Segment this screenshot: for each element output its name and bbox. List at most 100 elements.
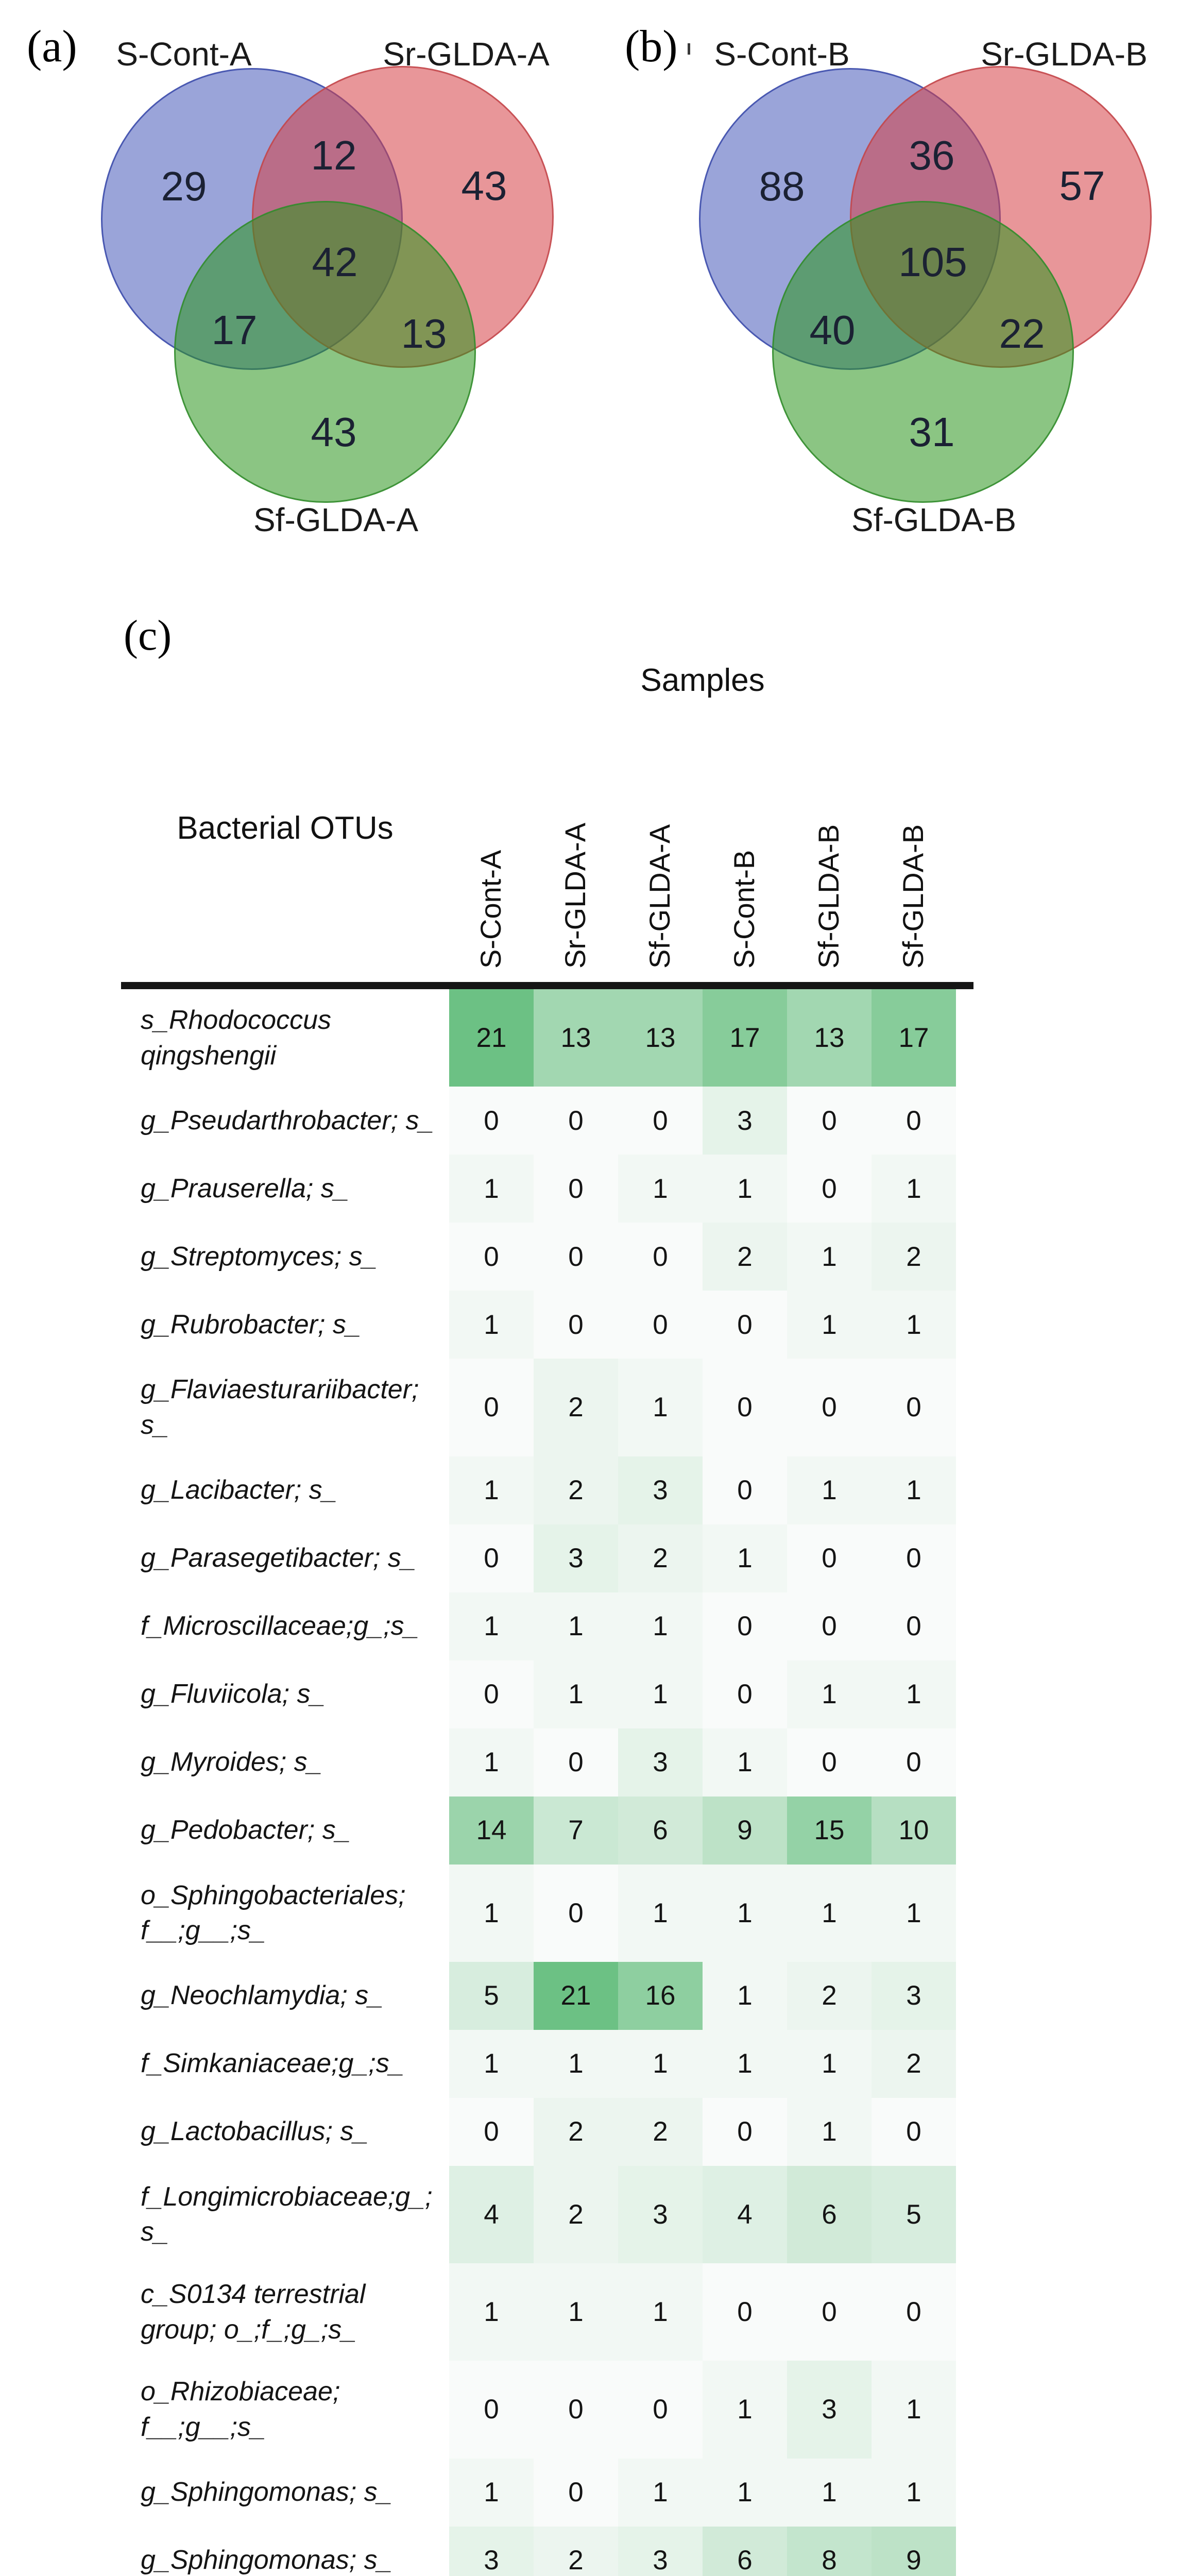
heatmap-cell: 0 <box>449 2097 534 2166</box>
heatmap-cell: 0 <box>534 1728 618 1797</box>
venn-b-count-blue-only: 88 <box>759 163 805 209</box>
venn-b-count-blue-green: 40 <box>809 307 856 353</box>
heatmap-cell: 17 <box>872 989 956 1087</box>
heatmap-cell: 0 <box>449 1524 534 1592</box>
heatmap-cell: 0 <box>534 2361 618 2459</box>
heatmap-cell: 1 <box>872 1155 956 1223</box>
heatmap-cell: 0 <box>703 1359 787 1456</box>
heatmap-cell: 0 <box>872 2097 956 2166</box>
heatmap-cell: 0 <box>703 1291 787 1359</box>
row-label: o_Sphingobacteriales; f__;g__;s_ <box>121 1864 449 1962</box>
heatmap-cell: 1 <box>449 1728 534 1797</box>
heatmap-cell: 1 <box>787 1456 872 1524</box>
heatmap-cell: 1 <box>449 1592 534 1660</box>
heatmap-cell: 0 <box>787 1087 872 1155</box>
column-header: S-Cont-A <box>474 850 507 969</box>
heatmap-cell: 1 <box>787 1864 872 1962</box>
row-label: g_Sphingomonas; s_ <box>121 2526 449 2576</box>
heatmap-cell: 1 <box>787 2097 872 2166</box>
heatmap-cell: 0 <box>872 1592 956 1660</box>
row-label: g_Fluviicola; s_ <box>121 1660 449 1728</box>
heatmap-cell: 0 <box>787 1359 872 1456</box>
venn-b-set-label-blue: S-Cont-B <box>714 36 850 73</box>
column-header: S-Cont-B <box>728 850 760 969</box>
venn-a-set-label-blue: S-Cont-A <box>116 36 252 73</box>
heatmap-cell: 0 <box>534 2458 618 2527</box>
heatmap-cell: 1 <box>872 1456 956 1524</box>
heatmap-cell: 3 <box>618 1456 703 1524</box>
heatmap-cell: 0 <box>872 2263 956 2361</box>
heatmap-cell: 2 <box>534 2097 618 2166</box>
row-label: g_Parasegetibacter; s_ <box>121 1524 449 1592</box>
heatmap-cell: 3 <box>787 2361 872 2459</box>
heatmap-cell: 1 <box>534 1660 618 1728</box>
venn-panel-a: (a) S-Cont-A Sr-GLDA-A 29 12 43 42 17 13… <box>0 0 598 598</box>
heatmap-cell: 2 <box>872 1223 956 1291</box>
heatmap-cell: 8 <box>787 2526 872 2576</box>
heatmap-cell: 1 <box>618 2458 703 2527</box>
row-label: c_S0134 terrestrial group; o_;f_;g_;s_ <box>121 2263 449 2361</box>
heatmap-cell: 0 <box>787 1728 872 1797</box>
heatmap-cell: 1 <box>703 1864 787 1962</box>
heatmap-cell: 1 <box>618 2029 703 2098</box>
heatmap-cell: 0 <box>872 1087 956 1155</box>
row-axis-header: Bacterial OTUs <box>177 810 394 846</box>
heatmap-cell: 1 <box>787 2458 872 2527</box>
heatmap-cell: 1 <box>703 1524 787 1592</box>
column-header: Sr-GLDA-A <box>559 822 591 969</box>
heatmap-cell: 0 <box>703 1660 787 1728</box>
heatmap-cell: 0 <box>449 2361 534 2459</box>
heatmap-cell: 0 <box>618 2361 703 2459</box>
venn-a-count-blue-only: 29 <box>161 163 207 209</box>
heatmap-cell: 0 <box>534 1223 618 1291</box>
venn-b-set-label-green: Sf-GLDA-B <box>851 501 1017 538</box>
heatmap-cell: 0 <box>787 1155 872 1223</box>
heatmap-cell: 1 <box>618 2263 703 2361</box>
heatmap-cell: 2 <box>534 1456 618 1524</box>
heatmap-title: Samples <box>640 663 765 698</box>
heatmap-cell: 2 <box>872 2029 956 2098</box>
heatmap-cell: 1 <box>787 1660 872 1728</box>
heatmap-cell: 0 <box>534 1155 618 1223</box>
heatmap-cell: 1 <box>449 2263 534 2361</box>
venn-a-circle-green <box>174 201 476 503</box>
heatmap-cell: 1 <box>703 1961 787 2030</box>
heatmap-cell: 7 <box>534 1796 618 1865</box>
heatmap-cell: 1 <box>618 1660 703 1728</box>
row-label: g_Prauserella; s_ <box>121 1155 449 1223</box>
panel-a-letter: (a) <box>27 22 77 72</box>
heatmap-cell: 6 <box>787 2165 872 2263</box>
scan-artifact-mark <box>688 43 690 55</box>
heatmap-cell: 15 <box>787 1796 872 1865</box>
heatmap-cell: 3 <box>872 1961 956 2030</box>
heatmap-cell: 13 <box>534 989 618 1087</box>
heatmap-cell: 1 <box>618 1155 703 1223</box>
heatmap-cell: 1 <box>449 2458 534 2527</box>
heatmap-cell: 13 <box>618 989 703 1087</box>
heatmap-cell: 0 <box>872 1728 956 1797</box>
heatmap-cell: 0 <box>787 1592 872 1660</box>
heatmap-cell: 0 <box>449 1223 534 1291</box>
venn-a-count-blue-red: 12 <box>311 132 357 178</box>
heatmap-cell: 2 <box>534 2526 618 2576</box>
heatmap-cell: 0 <box>872 1524 956 1592</box>
heatmap-cell: 1 <box>534 2029 618 2098</box>
panel-b-letter: (b) <box>625 22 678 72</box>
heatmap-cell: 1 <box>703 2029 787 2098</box>
heatmap-cell: 0 <box>449 1087 534 1155</box>
heatmap-cell: 1 <box>787 1223 872 1291</box>
row-label: g_Myroides; s_ <box>121 1728 449 1797</box>
row-label: g_Pseudarthrobacter; s_ <box>121 1087 449 1155</box>
heatmap-cell: 14 <box>449 1796 534 1865</box>
heatmap-cell: 6 <box>703 2526 787 2576</box>
heatmap-cell: 2 <box>534 2165 618 2263</box>
row-label: g_Flaviaesturariibacter; s_ <box>121 1359 449 1456</box>
heatmap-cell: 6 <box>618 1796 703 1865</box>
heatmap-cell: 2 <box>534 1359 618 1456</box>
heatmap-cell: 1 <box>872 1864 956 1962</box>
heatmap-cell: 1 <box>703 2458 787 2527</box>
heatmap-cell: 0 <box>787 1524 872 1592</box>
venn-a-count-red-green: 13 <box>401 311 447 357</box>
venn-b-count-red-green: 22 <box>999 311 1045 357</box>
venn-b-count-green-only: 31 <box>909 409 955 455</box>
